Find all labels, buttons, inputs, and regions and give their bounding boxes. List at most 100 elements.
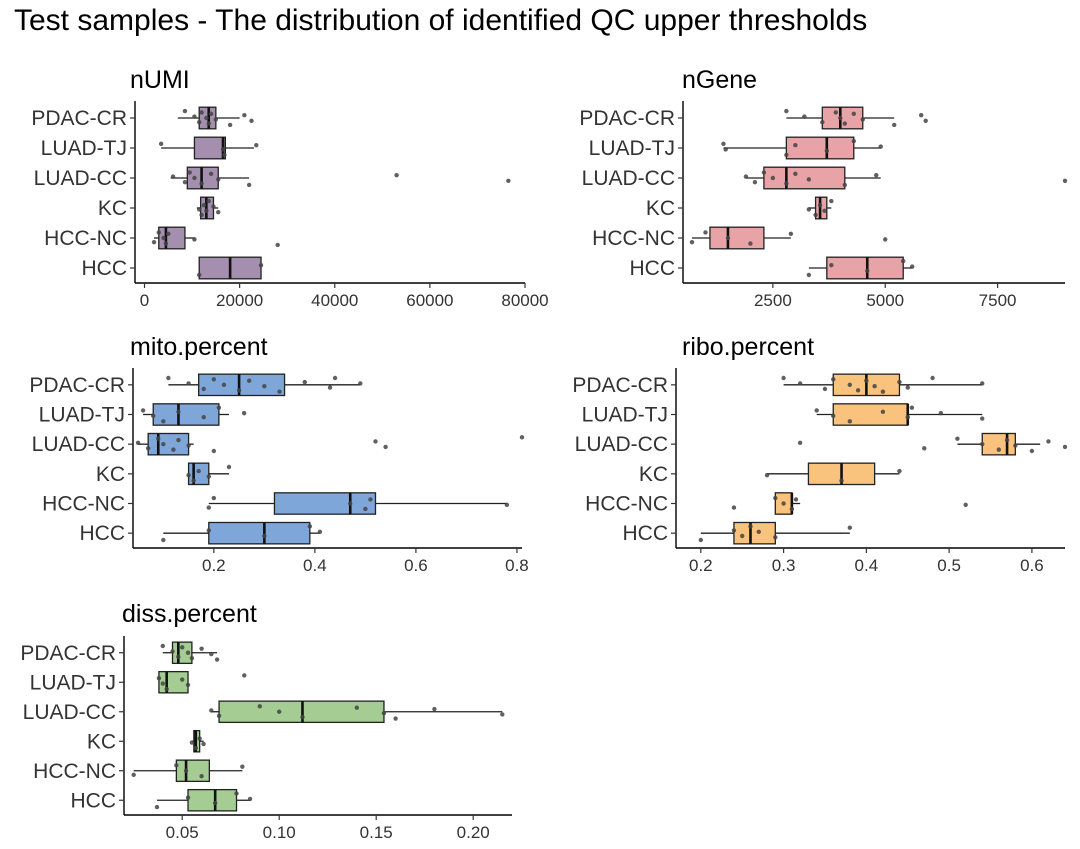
data-point [216,405,222,410]
data-point [156,675,162,681]
data-point [170,649,175,654]
data-point [247,796,253,802]
data-point [186,473,191,478]
y-category-label: HCC [71,789,117,812]
box-iqr [208,521,311,545]
data-point [192,175,197,181]
data-point [905,385,910,390]
data-point [1062,444,1068,450]
data-point [234,791,239,796]
data-point [381,710,387,716]
panel-4: diss.percent 0.05 0.10 0.15 0.20 PDAC-CR LUAD-… [20,600,512,842]
data-point [793,171,798,177]
data-point [731,528,737,533]
data-point [748,241,753,246]
data-point [135,440,141,445]
data-point [806,207,812,212]
box-iqr [785,136,855,160]
data-point [176,409,181,414]
x-tick-label: 80000 [501,291,548,310]
x-tick-label: 0.3 [772,556,796,575]
data-point [793,143,798,148]
data-point [300,714,305,720]
data-point [160,681,165,686]
data-point [831,413,836,419]
data-point [156,230,161,235]
data-point [204,115,209,121]
data-point [192,237,197,242]
data-point [883,237,888,242]
data-point [905,415,910,420]
data-point [211,495,217,501]
data-point [192,114,197,119]
data-point [773,495,778,501]
y-category-label: KC [98,197,127,220]
data-point [161,235,166,241]
data-point [897,468,902,474]
data-point [206,528,211,533]
data-point [166,375,171,381]
figure-title: Test samples - The distribution of ident… [14,4,868,37]
data-point [161,419,166,424]
box-iqr [193,136,227,160]
data-point [910,264,915,269]
y-category-label: PDAC-CR [29,374,125,397]
data-point [773,535,778,540]
x-tick-label: 0.05 [166,823,199,842]
data-point [822,208,827,213]
data-point [698,537,704,543]
data-point [892,122,897,128]
data-point [731,505,737,510]
data-point [191,478,196,483]
data-point [797,440,803,445]
data-point [922,446,927,451]
data-point [504,502,510,508]
x-tick-label: 0.8 [505,556,529,575]
panel-3: ribo.percent 0.2 0.3 0.4 0.5 0.6 PDAC-CR LUAD-T… [572,333,1068,575]
data-point [327,385,333,390]
data-point [242,113,247,118]
y-category-label: LUAD-CC [575,433,668,456]
y-category-label: HCC [623,522,669,545]
data-point [182,108,188,114]
panel-title: mito.percent [130,333,268,361]
data-point [500,712,505,717]
x-tick-label: 5000 [866,291,904,310]
data-point [872,384,877,389]
data-point [824,148,830,153]
y-category-label: PDAC-CR [572,374,668,397]
data-point [789,506,795,512]
data-point [171,447,176,452]
box-iqr [733,521,776,545]
data-point [878,144,883,149]
data-point [689,239,695,245]
y-category-label: PDAC-CR [579,107,675,130]
panel-1: nGene 2500 5000 7500 PDAC-CR LUAD-TJ LUAD-CC KC… [579,66,1068,310]
y-category-label: LUAD-TJ [30,671,116,694]
data-point [201,415,206,420]
data-point [307,524,313,529]
data-point [227,122,233,128]
data-point [166,231,171,237]
data-point [161,441,166,447]
y-category-label: PDAC-CR [31,107,127,130]
data-point [918,113,924,118]
data-point [864,378,869,383]
y-category-label: LUAD-CC [32,433,125,456]
data-point [302,379,307,385]
data-point [980,441,985,447]
data-point [154,804,160,810]
y-category-label: HCC-NC [592,227,675,250]
data-point [394,173,399,178]
x-tick-label: 0.2 [202,556,226,575]
data-point [506,178,511,183]
data-point [847,419,853,424]
data-point [242,673,247,678]
x-tick-label: 20000 [216,291,263,310]
data-point [781,501,786,506]
data-point [257,704,262,709]
data-point [721,141,726,147]
data-point [183,768,189,773]
data-point [170,174,176,179]
y-category-label: LUAD-CC [34,167,127,190]
